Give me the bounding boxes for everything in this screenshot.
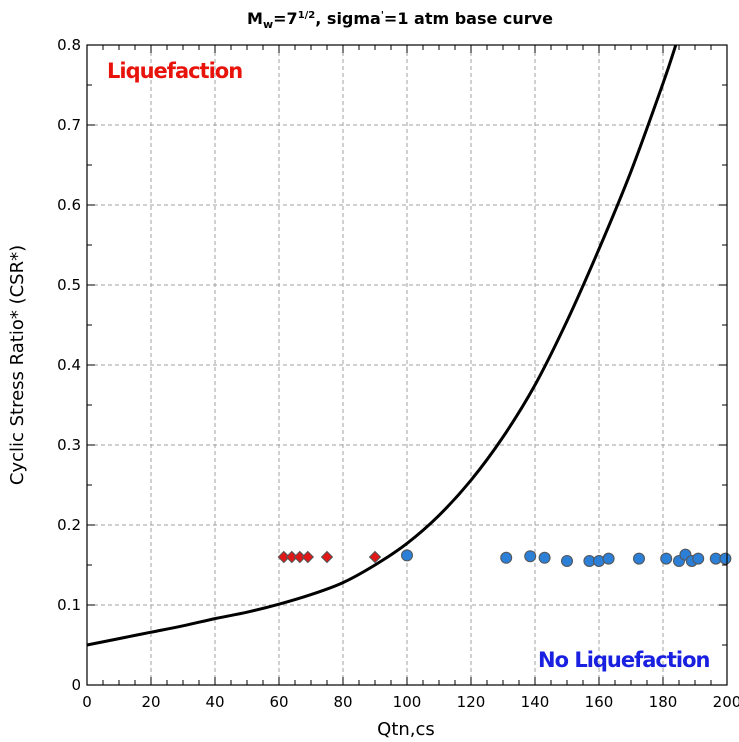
x-tick-label: 120 xyxy=(457,693,486,711)
no-liquefaction-point xyxy=(719,552,732,565)
x-axis-title: Qtn,cs xyxy=(377,719,435,740)
x-tick-label: 60 xyxy=(269,693,288,711)
x-tick-label: 0 xyxy=(82,693,92,711)
x-tick-label: 200 xyxy=(713,693,739,711)
no-liquefaction-point xyxy=(500,551,513,564)
y-tick-label: 0.8 xyxy=(57,36,81,54)
no-liquefaction-point xyxy=(633,552,645,565)
x-tick-label: 160 xyxy=(585,693,614,711)
x-tick-label: 80 xyxy=(333,693,352,711)
y-tick-label: 0.4 xyxy=(57,356,81,374)
data-points-layer xyxy=(277,548,732,567)
plot-frame xyxy=(86,44,728,686)
y-tick-label: 0 xyxy=(71,676,81,694)
x-tick-label: 100 xyxy=(393,693,422,711)
axes: 0 20 40 60 80 100 120 140 160 180 200 0 0.1 0.2 0.3 0.4… xyxy=(57,36,739,711)
y-tick-label: 0.2 xyxy=(57,516,81,534)
no-liquefaction-point xyxy=(524,550,537,563)
no-liquefaction-point xyxy=(561,555,573,567)
no-liquefaction-point xyxy=(538,551,551,564)
y-tick-label: 0.5 xyxy=(57,276,81,294)
no-liquefaction-point xyxy=(602,552,615,565)
no-liquefaction-point xyxy=(401,549,413,562)
base-curve xyxy=(86,44,678,647)
grid xyxy=(87,45,727,685)
liquefaction-point xyxy=(320,550,334,564)
y-axis-title: Cyclic Stress Ratio* (CSR*) xyxy=(7,245,28,485)
x-tick-label: 180 xyxy=(649,693,678,711)
no-liquefaction-point xyxy=(692,552,705,565)
x-tick-label: 140 xyxy=(521,693,550,711)
y-tick-label: 0.3 xyxy=(57,436,81,454)
liquefaction-point xyxy=(368,550,382,564)
x-tick-label: 20 xyxy=(141,693,160,711)
y-tick-label: 0.7 xyxy=(57,116,81,134)
chart-title: Mw=71/2, sigma'=1 atm base curve xyxy=(247,9,553,31)
y-tick-label: 0.1 xyxy=(57,596,81,614)
y-tick-label: 0.6 xyxy=(57,196,81,214)
x-tick-label: 40 xyxy=(205,693,224,711)
no-liquefaction-point xyxy=(660,552,673,565)
no-liquefaction-label: No Liquefaction xyxy=(538,648,710,672)
liquefaction-point xyxy=(301,550,315,564)
liquefaction-label: Liquefaction xyxy=(107,59,242,83)
base-curve-layer xyxy=(86,44,678,647)
